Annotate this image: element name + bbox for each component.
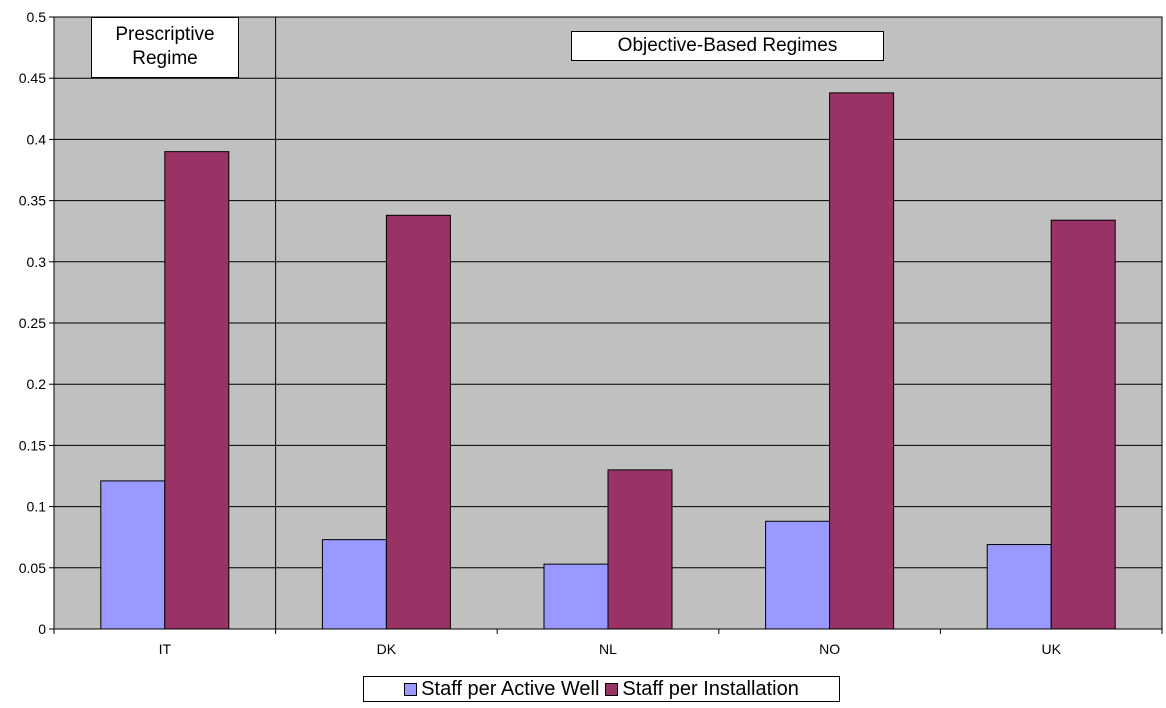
y-tick-label: 0.2 bbox=[27, 376, 47, 392]
y-tick-label: 0.35 bbox=[19, 193, 46, 209]
bar-staff-per-active-well-uk bbox=[986, 544, 1052, 630]
bar-staff-per-installation-dk bbox=[385, 214, 451, 630]
prescriptive-regime-line-1: Prescriptive bbox=[115, 24, 215, 45]
x-tick-label-dk: DK bbox=[377, 641, 397, 657]
y-tick-label: 0.15 bbox=[19, 437, 46, 453]
bar-staff-per-installation-it bbox=[164, 151, 230, 630]
objective-based-regimes-label: Objective-Based Regimes bbox=[571, 31, 884, 61]
y-tick-label: 0.1 bbox=[27, 499, 47, 515]
legend-item-series-1: Staff per Active Well bbox=[404, 678, 599, 701]
legend-item-series-2: Staff per Installation bbox=[605, 677, 799, 701]
bar-staff-per-active-well-dk bbox=[321, 539, 387, 630]
legend-swatch-series-2 bbox=[605, 682, 619, 696]
y-tick-label: 0.3 bbox=[27, 254, 47, 270]
bar-staff-per-installation-uk bbox=[1050, 219, 1116, 630]
x-tick-label-nl: NL bbox=[599, 641, 617, 657]
objective-based-regimes-text: Objective-Based Regimes bbox=[617, 35, 838, 56]
bar-staff-per-active-well-it bbox=[100, 480, 166, 630]
legend-swatch-series-1 bbox=[404, 682, 418, 696]
prescriptive-regime-label: Prescriptive Regime bbox=[91, 17, 239, 78]
legend: Staff per Active Well Staff per Installa… bbox=[363, 676, 840, 702]
legend-label-series-2: Staff per Installation bbox=[622, 677, 799, 700]
x-tick-label-no: NO bbox=[819, 641, 840, 657]
x-tick-label-uk: UK bbox=[1041, 641, 1061, 657]
plot-area: 0 0.05 0.1 0.15 0.2 0.25 0.3 0.35 0.4 0.45 0.5 IT DK… bbox=[19, 9, 1163, 657]
y-tick-label: 0.25 bbox=[19, 315, 46, 331]
y-tick-label: 0.45 bbox=[19, 70, 46, 86]
y-tick-label: 0.05 bbox=[19, 560, 46, 576]
bar-staff-per-active-well-no bbox=[765, 520, 831, 630]
legend-label-series-1: Staff per Active Well bbox=[421, 677, 600, 700]
y-tick-label: 0 bbox=[38, 621, 46, 637]
bar-staff-per-active-well-nl bbox=[543, 563, 609, 630]
x-tick-label-it: IT bbox=[159, 641, 172, 657]
prescriptive-regime-line-2: Regime bbox=[132, 48, 198, 69]
y-tick-label: 0.4 bbox=[27, 131, 47, 147]
bar-staff-per-installation-no bbox=[829, 92, 895, 630]
y-tick-label: 0.5 bbox=[27, 9, 47, 25]
bar-staff-per-installation-nl bbox=[607, 469, 673, 630]
